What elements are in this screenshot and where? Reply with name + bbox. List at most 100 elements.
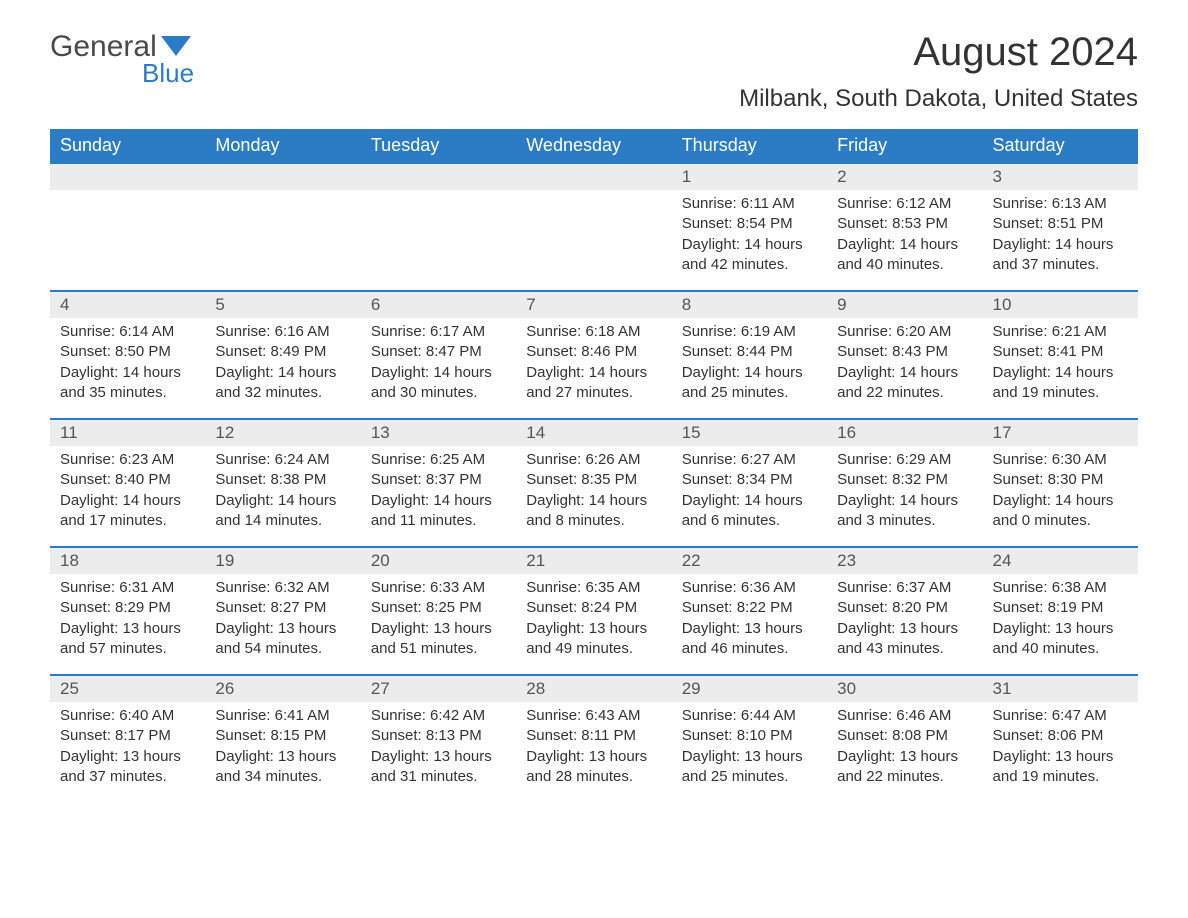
- sunset-text: Sunset: 8:43 PM: [837, 342, 972, 362]
- sunrise-text: Sunrise: 6:36 AM: [682, 578, 817, 598]
- day-cell: [361, 163, 516, 291]
- sunrise-text: Sunrise: 6:29 AM: [837, 450, 972, 470]
- day-body: Sunrise: 6:32 AMSunset: 8:27 PMDaylight:…: [205, 574, 360, 669]
- day-number: 25: [50, 676, 205, 702]
- daylight-text: Daylight: 14 hours and 40 minutes.: [837, 235, 972, 276]
- daylight-text: Daylight: 14 hours and 22 minutes.: [837, 363, 972, 404]
- sunrise-text: Sunrise: 6:23 AM: [60, 450, 195, 470]
- day-header-friday: Friday: [827, 129, 982, 163]
- sunset-text: Sunset: 8:53 PM: [837, 214, 972, 234]
- sunrise-text: Sunrise: 6:35 AM: [526, 578, 661, 598]
- logo-word-1: General: [50, 30, 157, 64]
- day-body: Sunrise: 6:37 AMSunset: 8:20 PMDaylight:…: [827, 574, 982, 669]
- sunrise-text: Sunrise: 6:46 AM: [837, 706, 972, 726]
- day-number: 17: [983, 420, 1138, 446]
- day-cell: 24Sunrise: 6:38 AMSunset: 8:19 PMDayligh…: [983, 547, 1138, 675]
- day-body: Sunrise: 6:47 AMSunset: 8:06 PMDaylight:…: [983, 702, 1138, 797]
- day-cell: 28Sunrise: 6:43 AMSunset: 8:11 PMDayligh…: [516, 675, 671, 803]
- day-body: Sunrise: 6:19 AMSunset: 8:44 PMDaylight:…: [672, 318, 827, 413]
- day-number: 18: [50, 548, 205, 574]
- location-text: Milbank, South Dakota, United States: [739, 85, 1138, 113]
- sunset-text: Sunset: 8:15 PM: [215, 726, 350, 746]
- logo-word-2: Blue: [142, 58, 194, 89]
- sunset-text: Sunset: 8:44 PM: [682, 342, 817, 362]
- sunset-text: Sunset: 8:49 PM: [215, 342, 350, 362]
- day-body: Sunrise: 6:20 AMSunset: 8:43 PMDaylight:…: [827, 318, 982, 413]
- sunset-text: Sunset: 8:40 PM: [60, 470, 195, 490]
- day-cell: 19Sunrise: 6:32 AMSunset: 8:27 PMDayligh…: [205, 547, 360, 675]
- sunrise-text: Sunrise: 6:18 AM: [526, 322, 661, 342]
- day-body: Sunrise: 6:16 AMSunset: 8:49 PMDaylight:…: [205, 318, 360, 413]
- day-cell: 26Sunrise: 6:41 AMSunset: 8:15 PMDayligh…: [205, 675, 360, 803]
- sunset-text: Sunset: 8:11 PM: [526, 726, 661, 746]
- week-row: 4Sunrise: 6:14 AMSunset: 8:50 PMDaylight…: [50, 291, 1138, 419]
- sunset-text: Sunset: 8:54 PM: [682, 214, 817, 234]
- sunrise-text: Sunrise: 6:16 AM: [215, 322, 350, 342]
- daylight-text: Daylight: 13 hours and 22 minutes.: [837, 747, 972, 788]
- sunrise-text: Sunrise: 6:19 AM: [682, 322, 817, 342]
- sunrise-text: Sunrise: 6:33 AM: [371, 578, 506, 598]
- daylight-text: Daylight: 14 hours and 0 minutes.: [993, 491, 1128, 532]
- day-number: 31: [983, 676, 1138, 702]
- day-number: 12: [205, 420, 360, 446]
- daylight-text: Daylight: 13 hours and 19 minutes.: [993, 747, 1128, 788]
- daylight-text: Daylight: 14 hours and 27 minutes.: [526, 363, 661, 404]
- daylight-text: Daylight: 14 hours and 25 minutes.: [682, 363, 817, 404]
- daylight-text: Daylight: 13 hours and 49 minutes.: [526, 619, 661, 660]
- day-number: 15: [672, 420, 827, 446]
- day-body: Sunrise: 6:46 AMSunset: 8:08 PMDaylight:…: [827, 702, 982, 797]
- sunrise-text: Sunrise: 6:20 AM: [837, 322, 972, 342]
- day-cell: 5Sunrise: 6:16 AMSunset: 8:49 PMDaylight…: [205, 291, 360, 419]
- sunset-text: Sunset: 8:13 PM: [371, 726, 506, 746]
- sunset-text: Sunset: 8:10 PM: [682, 726, 817, 746]
- sunrise-text: Sunrise: 6:37 AM: [837, 578, 972, 598]
- daylight-text: Daylight: 14 hours and 42 minutes.: [682, 235, 817, 276]
- daylight-text: Daylight: 13 hours and 34 minutes.: [215, 747, 350, 788]
- day-cell: 25Sunrise: 6:40 AMSunset: 8:17 PMDayligh…: [50, 675, 205, 803]
- day-body: Sunrise: 6:36 AMSunset: 8:22 PMDaylight:…: [672, 574, 827, 669]
- day-cell: 30Sunrise: 6:46 AMSunset: 8:08 PMDayligh…: [827, 675, 982, 803]
- sunset-text: Sunset: 8:17 PM: [60, 726, 195, 746]
- daylight-text: Daylight: 14 hours and 3 minutes.: [837, 491, 972, 532]
- day-number: 19: [205, 548, 360, 574]
- daylight-text: Daylight: 13 hours and 54 minutes.: [215, 619, 350, 660]
- daylight-text: Daylight: 13 hours and 37 minutes.: [60, 747, 195, 788]
- day-body: Sunrise: 6:21 AMSunset: 8:41 PMDaylight:…: [983, 318, 1138, 413]
- day-body: Sunrise: 6:18 AMSunset: 8:46 PMDaylight:…: [516, 318, 671, 413]
- day-number: 30: [827, 676, 982, 702]
- day-number: 14: [516, 420, 671, 446]
- header: General Blue August 2024 Milbank, South …: [50, 30, 1138, 121]
- sunset-text: Sunset: 8:51 PM: [993, 214, 1128, 234]
- day-cell: 29Sunrise: 6:44 AMSunset: 8:10 PMDayligh…: [672, 675, 827, 803]
- day-body: Sunrise: 6:24 AMSunset: 8:38 PMDaylight:…: [205, 446, 360, 541]
- day-cell: 20Sunrise: 6:33 AMSunset: 8:25 PMDayligh…: [361, 547, 516, 675]
- day-cell: 11Sunrise: 6:23 AMSunset: 8:40 PMDayligh…: [50, 419, 205, 547]
- day-number: 8: [672, 292, 827, 318]
- sunset-text: Sunset: 8:38 PM: [215, 470, 350, 490]
- day-body: Sunrise: 6:11 AMSunset: 8:54 PMDaylight:…: [672, 190, 827, 285]
- day-number-empty: [50, 164, 205, 190]
- day-body: Sunrise: 6:44 AMSunset: 8:10 PMDaylight:…: [672, 702, 827, 797]
- logo: General Blue: [50, 30, 194, 89]
- day-header-monday: Monday: [205, 129, 360, 163]
- day-number: 3: [983, 164, 1138, 190]
- day-body: Sunrise: 6:40 AMSunset: 8:17 PMDaylight:…: [50, 702, 205, 797]
- day-cell: 17Sunrise: 6:30 AMSunset: 8:30 PMDayligh…: [983, 419, 1138, 547]
- sunset-text: Sunset: 8:27 PM: [215, 598, 350, 618]
- day-cell: 27Sunrise: 6:42 AMSunset: 8:13 PMDayligh…: [361, 675, 516, 803]
- day-number: 2: [827, 164, 982, 190]
- sunset-text: Sunset: 8:19 PM: [993, 598, 1128, 618]
- daylight-text: Daylight: 14 hours and 11 minutes.: [371, 491, 506, 532]
- sunrise-text: Sunrise: 6:38 AM: [993, 578, 1128, 598]
- daylight-text: Daylight: 14 hours and 30 minutes.: [371, 363, 506, 404]
- day-header-sunday: Sunday: [50, 129, 205, 163]
- day-cell: 8Sunrise: 6:19 AMSunset: 8:44 PMDaylight…: [672, 291, 827, 419]
- day-number: 20: [361, 548, 516, 574]
- day-number: 9: [827, 292, 982, 318]
- day-cell: 31Sunrise: 6:47 AMSunset: 8:06 PMDayligh…: [983, 675, 1138, 803]
- sunset-text: Sunset: 8:46 PM: [526, 342, 661, 362]
- day-number: 10: [983, 292, 1138, 318]
- sunrise-text: Sunrise: 6:30 AM: [993, 450, 1128, 470]
- day-cell: [50, 163, 205, 291]
- day-number: 27: [361, 676, 516, 702]
